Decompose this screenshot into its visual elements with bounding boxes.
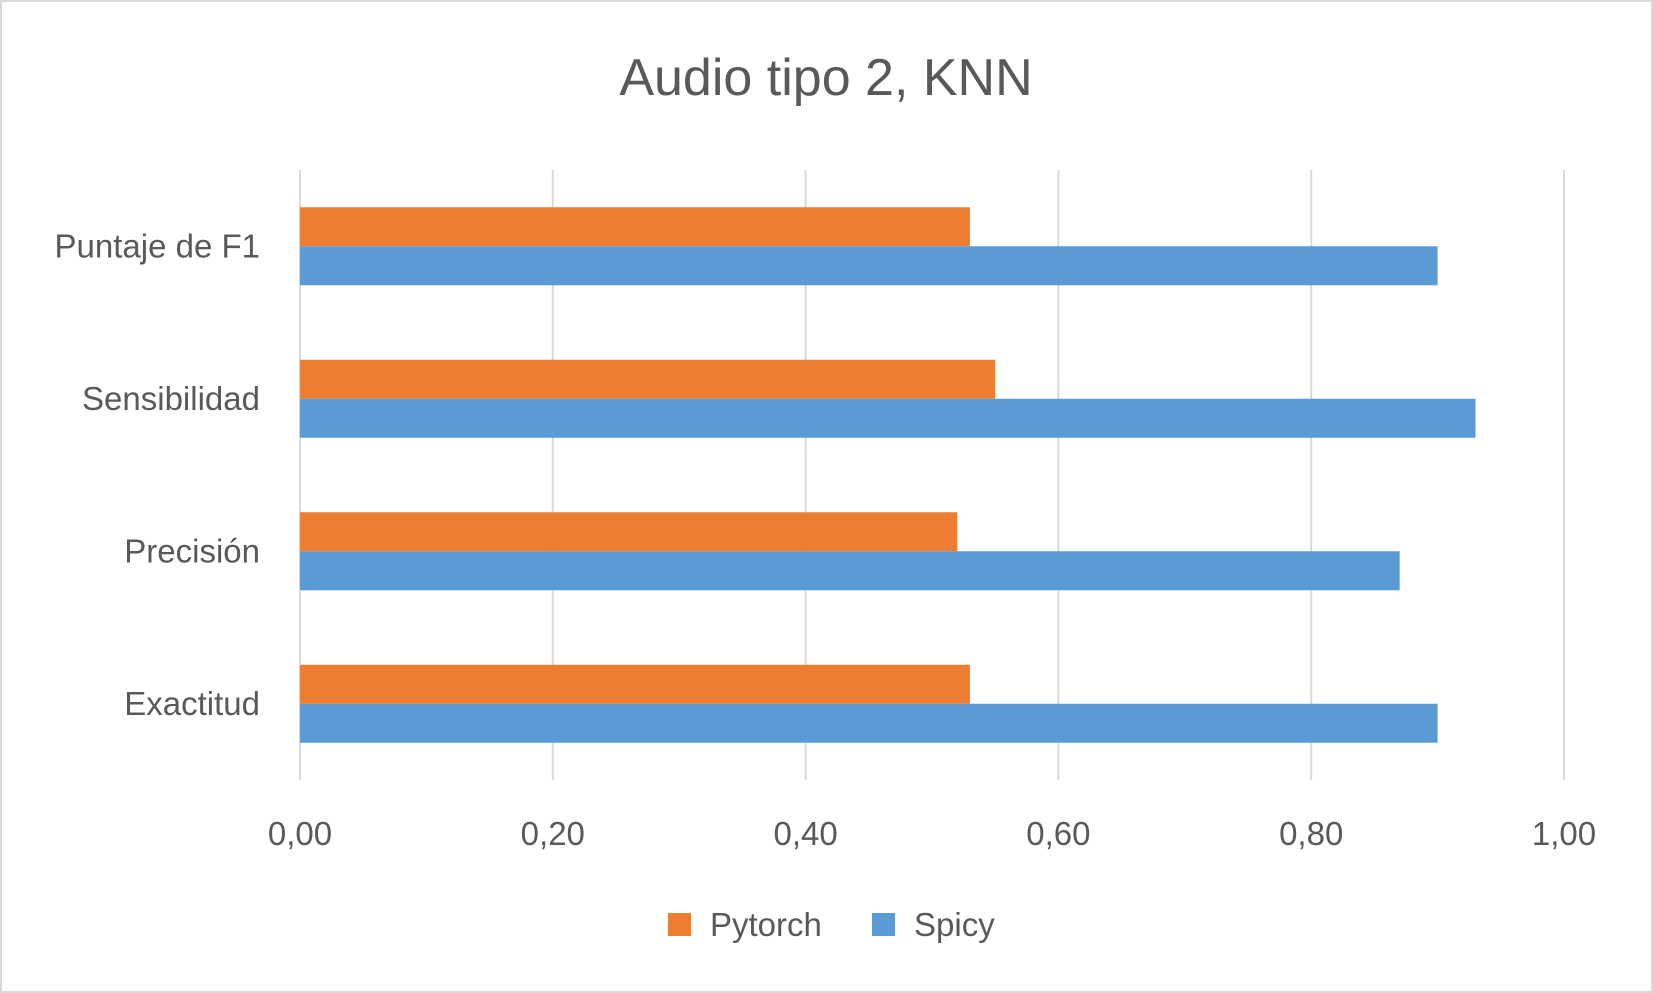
bar-spicy-1	[300, 246, 1438, 286]
bar-spicy-2	[300, 398, 1476, 438]
category-label: Puntaje de F1	[55, 227, 260, 264]
legend-label-pytorch: Pytorch	[710, 906, 822, 943]
x-tick-label: 0,20	[521, 815, 585, 852]
bar-pytorch-4	[300, 664, 970, 704]
chart-title: Audio tipo 2, KNN	[619, 49, 1032, 107]
category-label: Sensibilidad	[82, 380, 260, 417]
legend-label-spicy: Spicy	[914, 906, 995, 943]
x-tick-label: 0,80	[1279, 815, 1343, 852]
legend-swatch-spicy	[872, 913, 895, 936]
x-tick-label: 1,00	[1532, 815, 1596, 852]
bar-spicy-3	[300, 551, 1400, 591]
category-label: Precisión	[124, 532, 260, 569]
x-tick-label: 0,60	[1026, 815, 1090, 852]
bar-pytorch-2	[300, 359, 996, 399]
category-label: Exactitud	[124, 685, 260, 722]
bar-pytorch-3	[300, 512, 958, 552]
legend-swatch-pytorch	[668, 913, 691, 936]
x-tick-label: 0,00	[268, 815, 332, 852]
bar-pytorch-1	[300, 207, 970, 247]
bar-spicy-4	[300, 703, 1438, 743]
x-tick-label: 0,40	[773, 815, 837, 852]
